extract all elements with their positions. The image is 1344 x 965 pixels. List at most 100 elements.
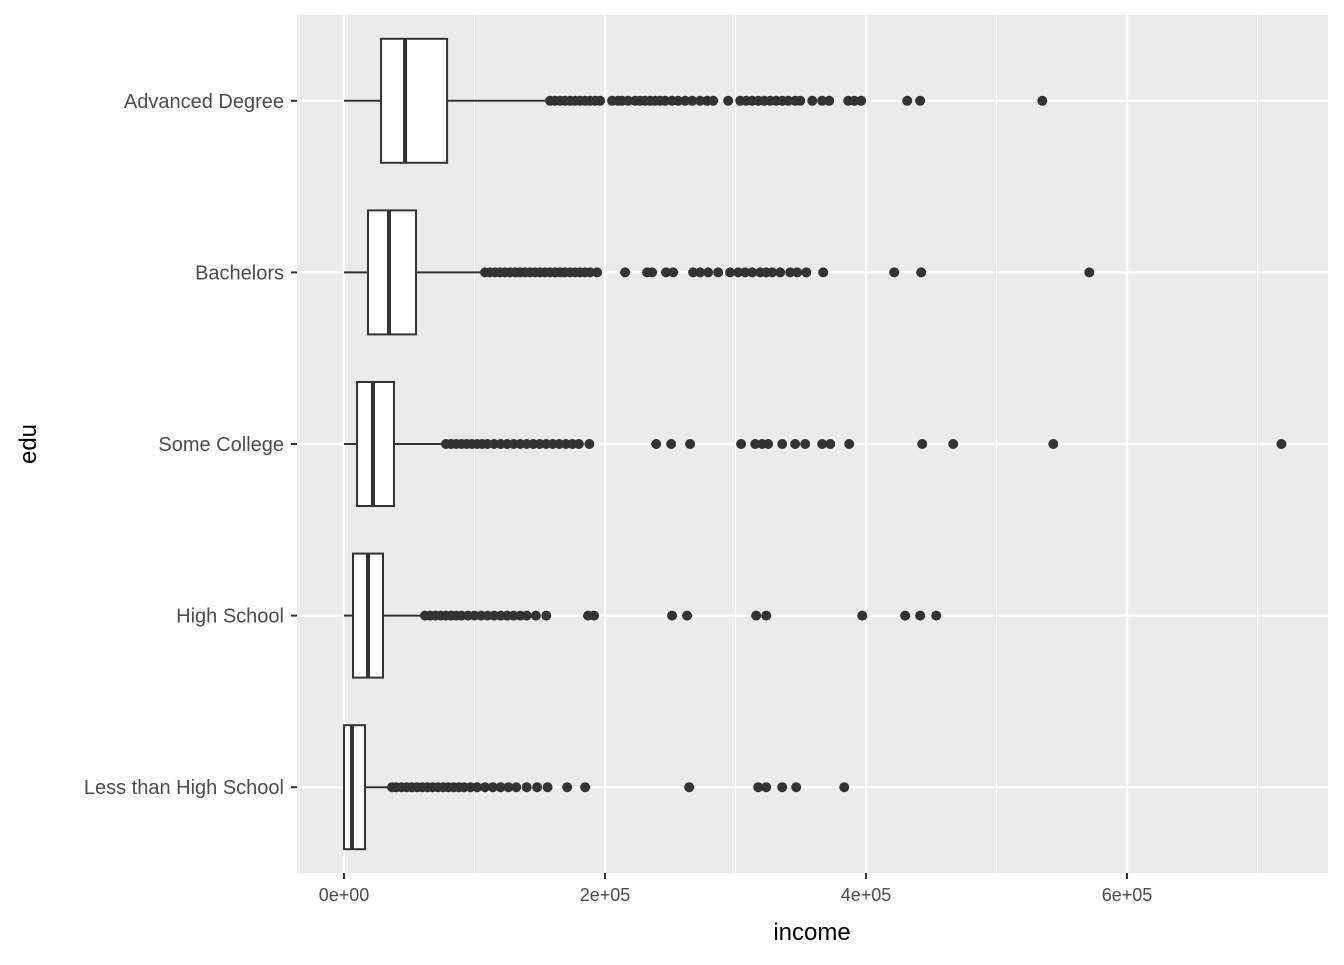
outlier-point (736, 439, 747, 449)
box-group (343, 37, 1048, 164)
outlier-point (750, 439, 761, 449)
outlier-point (723, 95, 734, 106)
outlier-point (1084, 267, 1095, 278)
outlier-point (849, 95, 860, 106)
outlier-point (651, 439, 662, 449)
outlier-point (763, 439, 774, 449)
outlier-point (661, 267, 672, 278)
outlier-point (1048, 439, 1059, 449)
y-tick-label: High School (176, 606, 284, 628)
outlier-point (747, 267, 758, 278)
outlier-point (790, 439, 801, 449)
outlier-point (623, 95, 634, 106)
outlier-point (666, 439, 677, 449)
outlier-point (751, 610, 762, 621)
outlier-point (521, 610, 532, 621)
outlier-point (856, 95, 867, 106)
outlier-point (685, 439, 696, 449)
outlier-point (792, 267, 803, 278)
outlier-point (708, 95, 719, 106)
box-group (343, 209, 1095, 336)
box-group (343, 381, 1287, 507)
outlier-point (785, 267, 796, 278)
outlier-point (541, 610, 552, 621)
outlier-point (647, 267, 658, 278)
box (366, 209, 418, 336)
y-tick-label: Some College (158, 434, 284, 456)
outlier-point (530, 610, 541, 621)
box-group (342, 724, 850, 851)
outlier-point (902, 95, 913, 106)
outlier-point (915, 610, 926, 621)
outlier-point (825, 439, 836, 449)
outlier-point (503, 782, 514, 793)
outlier-point (660, 95, 671, 106)
outlier-point (817, 439, 828, 449)
x-tick-label: 2e+05 (580, 885, 631, 905)
outlier-point (795, 95, 806, 106)
outlier-point (777, 782, 788, 793)
outlier-point (761, 610, 772, 621)
x-axis-title: income (773, 919, 850, 946)
outlier-point (824, 95, 835, 106)
outlier-point (900, 610, 911, 621)
outlier-point (687, 95, 698, 106)
outlier-point (817, 95, 828, 106)
outlier-point (511, 782, 522, 793)
outlier-point (917, 439, 928, 449)
outlier-point (1037, 95, 1048, 106)
outlier-point (800, 439, 811, 449)
box (356, 381, 395, 507)
outlier-point (753, 782, 764, 793)
x-tick-label: 6e+05 (1102, 885, 1153, 905)
outlier-point (532, 782, 543, 793)
outlier-point (775, 267, 786, 278)
outlier-point (733, 267, 744, 278)
outlier-point (589, 610, 600, 621)
y-tick-label: Less than High School (84, 777, 284, 799)
outlier-point (725, 267, 736, 278)
outlier-point (948, 439, 959, 449)
outlier-point (844, 439, 855, 449)
x-tick-label: 4e+05 (841, 885, 892, 905)
outlier-point (521, 782, 532, 793)
outlier-point (667, 610, 678, 621)
outlier-point (818, 267, 829, 278)
outlier-point (761, 782, 772, 793)
outlier-point (479, 782, 490, 793)
outlier-point (595, 95, 606, 106)
box (342, 724, 366, 851)
outlier-point (680, 95, 691, 106)
outlier-point (740, 267, 751, 278)
outlier-point (1276, 439, 1287, 449)
outlier-point (573, 439, 584, 449)
outlier-point (542, 782, 553, 793)
outlier-point (783, 95, 794, 106)
outlier-point (487, 782, 498, 793)
outlier-point (839, 782, 850, 793)
outlier-point (695, 95, 706, 106)
outlier-point (495, 782, 506, 793)
outlier-point (580, 782, 591, 793)
boxplot-marks (342, 37, 1287, 851)
outlier-point (562, 782, 573, 793)
y-tick-label: Bachelors (195, 262, 284, 284)
outlier-point (673, 95, 684, 106)
outlier-point (620, 267, 631, 278)
outlier-point (857, 610, 868, 621)
outlier-point (688, 267, 699, 278)
axes: 0e+00 2e+05 4e+05 6e+05 Advanced Degree Bache… (84, 91, 1152, 905)
outlier-point (472, 782, 483, 793)
y-axis-title: edu (15, 424, 42, 464)
outlier-point (592, 267, 603, 278)
outlier-point (791, 782, 802, 793)
outlier-point (931, 610, 942, 621)
box (380, 37, 449, 164)
outlier-point (684, 782, 695, 793)
outlier-point (777, 439, 788, 449)
y-tick-label: Advanced Degree (124, 91, 284, 113)
outlier-point (767, 267, 778, 278)
x-tick-label: 0e+00 (319, 885, 370, 905)
outlier-point (916, 267, 927, 278)
